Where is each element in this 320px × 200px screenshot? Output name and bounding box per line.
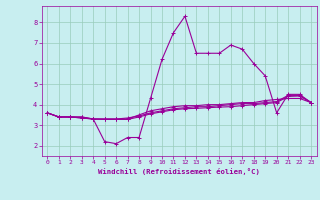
X-axis label: Windchill (Refroidissement éolien,°C): Windchill (Refroidissement éolien,°C): [98, 168, 260, 175]
